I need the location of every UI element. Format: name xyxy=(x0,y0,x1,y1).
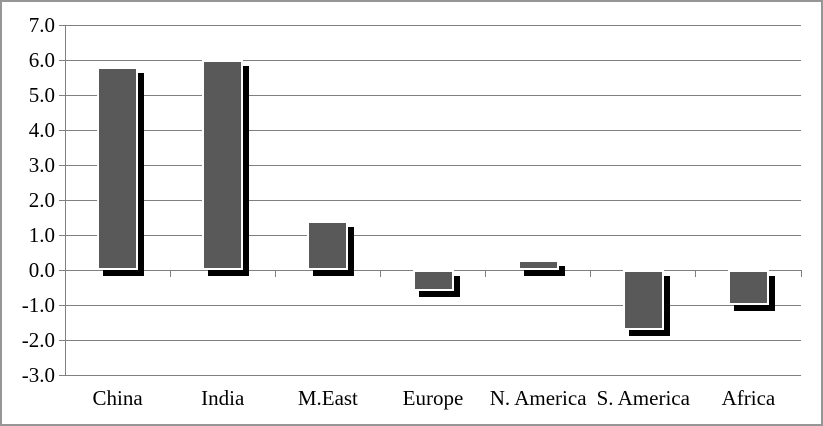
gridline xyxy=(65,374,801,376)
y-axis-tick-label: 3.0 xyxy=(28,153,55,178)
y-axis-tick-label: 1.0 xyxy=(28,223,55,248)
category-axis-tick xyxy=(274,270,276,278)
y-axis-tick-label: 7.0 xyxy=(28,13,55,38)
y-axis-tick-label: -2.0 xyxy=(21,328,55,353)
bar-m-east xyxy=(307,221,349,271)
y-axis-tick xyxy=(59,234,65,236)
gridline xyxy=(65,304,801,306)
x-axis-category-label: M.East xyxy=(297,386,358,411)
y-axis-tick-label: 5.0 xyxy=(28,83,55,108)
category-axis-tick xyxy=(169,270,171,278)
y-axis-tick xyxy=(59,94,65,96)
category-axis-tick xyxy=(590,270,592,278)
category-axis-tick xyxy=(64,270,66,278)
gridline xyxy=(65,234,801,236)
y-axis-tick-label: -1.0 xyxy=(21,293,55,318)
category-axis-tick xyxy=(695,270,697,278)
gridline xyxy=(65,199,801,201)
bar-china xyxy=(97,67,139,271)
x-axis-category-label: N. America xyxy=(489,386,587,411)
bar-n-america xyxy=(517,259,559,271)
y-axis-tick xyxy=(59,59,65,61)
x-axis-category-label: India xyxy=(201,386,245,411)
gridline xyxy=(65,129,801,131)
gridline xyxy=(65,59,801,61)
category-axis-tick xyxy=(485,270,487,278)
y-axis-tick xyxy=(59,129,65,131)
y-axis-tick xyxy=(59,339,65,341)
y-axis-tick xyxy=(59,304,65,306)
category-axis-tick xyxy=(379,270,381,278)
gridline xyxy=(65,164,801,166)
bar-shadow-n-america xyxy=(523,265,565,277)
y-axis-tick-label: -3.0 xyxy=(21,363,55,388)
y-axis-tick xyxy=(59,199,65,201)
gridline xyxy=(65,94,801,96)
bar-s-america xyxy=(622,270,664,330)
category-axis-tick xyxy=(800,270,802,278)
bar-europe xyxy=(412,270,454,292)
y-axis-tick xyxy=(59,374,65,376)
x-axis-category-label: China xyxy=(92,386,143,411)
x-axis-category-label: Africa xyxy=(721,386,776,411)
y-axis-line xyxy=(64,25,66,376)
y-axis-tick xyxy=(59,269,65,271)
bar-india xyxy=(202,60,244,271)
y-axis-tick-label: 6.0 xyxy=(28,48,55,73)
y-axis-tick xyxy=(59,24,65,26)
y-axis-tick xyxy=(59,164,65,166)
y-axis-tick-label: 0.0 xyxy=(28,258,55,283)
gridline xyxy=(65,339,801,341)
x-axis-category-label: Europe xyxy=(402,386,464,411)
y-axis-tick-label: 2.0 xyxy=(28,188,55,213)
y-axis-tick-label: 4.0 xyxy=(28,118,55,143)
bar-africa xyxy=(727,270,769,306)
gridline xyxy=(65,24,801,26)
x-axis-category-label: S. America xyxy=(596,386,690,411)
